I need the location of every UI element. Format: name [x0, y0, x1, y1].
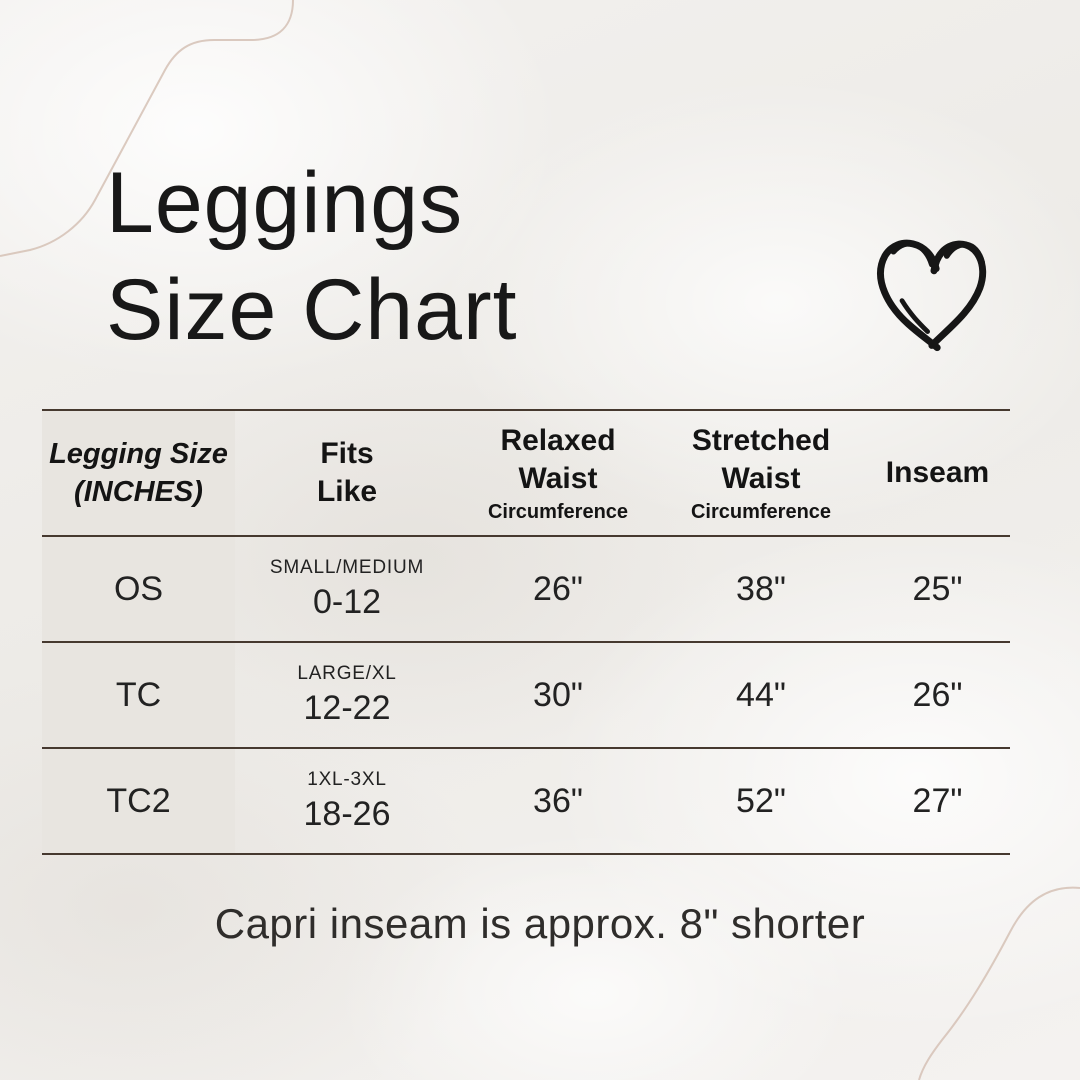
size-table: Legging Size (INCHES) Fits Like Relaxed … — [42, 409, 1010, 855]
header-fits-like: Fits Like — [316, 437, 378, 508]
fits-like-cell: SMALL/MEDIUM 0-12 — [269, 557, 425, 621]
table-header-row: Legging Size (INCHES) Fits Like Relaxed … — [42, 409, 1010, 537]
page-title: Leggings Size Chart — [106, 150, 518, 364]
relaxed-waist-cell: 36" — [533, 781, 583, 820]
stretched-waist-cell: 52" — [736, 781, 786, 820]
relaxed-waist-cell: 26" — [533, 569, 583, 608]
fits-like-cell: LARGE/XL 12-22 — [297, 663, 397, 727]
size-cell: TC — [42, 643, 235, 747]
relaxed-waist-cell: 30" — [533, 675, 583, 714]
inseam-cell: 26" — [912, 675, 963, 714]
size-cell: OS — [42, 537, 235, 641]
heart-doodle-icon — [870, 226, 998, 354]
table-row-tc2: TC2 1XL-3XL 18-26 36" 52" 27" — [42, 749, 1010, 855]
stretched-waist-cell: 44" — [736, 675, 786, 714]
page-title-line2: Size Chart — [106, 262, 518, 358]
inseam-cell: 25" — [912, 569, 963, 608]
capri-inseam-note: Capri inseam is approx. 8" shorter — [214, 900, 866, 947]
inseam-cell: 27" — [912, 781, 963, 820]
header-relaxed-waist: Relaxed Waist Circumference — [487, 424, 629, 523]
page-title-line1: Leggings — [106, 155, 464, 251]
table-row-tc: TC LARGE/XL 12-22 30" 44" 26" — [42, 643, 1010, 749]
stretched-waist-cell: 38" — [736, 569, 786, 608]
size-cell: TC2 — [42, 749, 235, 853]
table-row-os: OS SMALL/MEDIUM 0-12 26" 38" 25" — [42, 537, 1010, 643]
header-inseam: Inseam — [885, 456, 990, 489]
fits-like-cell: 1XL-3XL 18-26 — [303, 769, 391, 833]
header-stretched-waist: Stretched Waist Circumference — [690, 424, 832, 523]
header-legging-size: Legging Size (INCHES) — [42, 411, 235, 535]
